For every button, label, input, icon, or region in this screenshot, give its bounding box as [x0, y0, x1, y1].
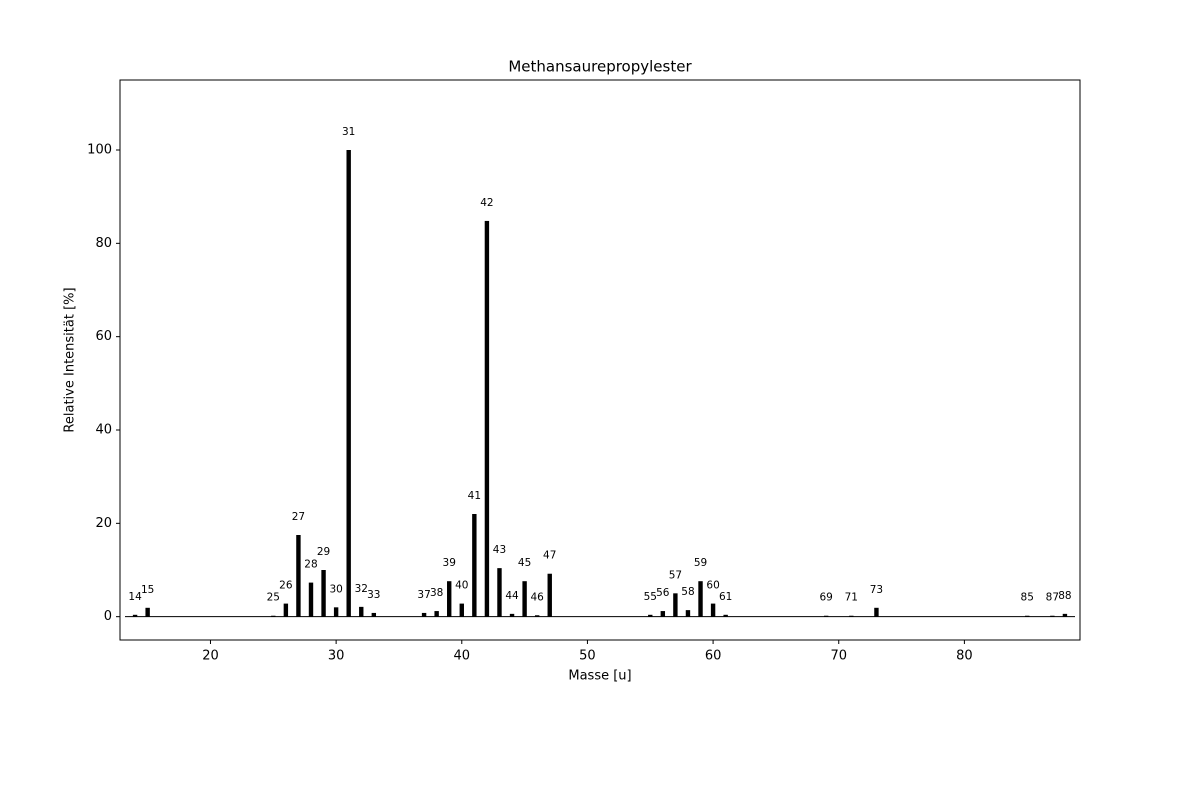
bar: [874, 607, 879, 617]
bar: [145, 607, 150, 617]
bar-label: 85: [1021, 592, 1034, 604]
bar-label: 88: [1058, 590, 1071, 602]
bar-label: 38: [430, 587, 443, 599]
bar: [459, 603, 464, 617]
x-tick-label: 30: [328, 649, 345, 664]
bar-label: 59: [694, 557, 707, 569]
y-axis-label: Relative Intensität [%]: [63, 287, 78, 432]
y-tick-label: 0: [104, 609, 112, 624]
bar-label: 55: [644, 591, 657, 603]
bar-label: 26: [279, 580, 293, 592]
bar: [710, 603, 716, 617]
bar-label: 40: [455, 580, 468, 592]
bar: [497, 568, 502, 617]
bar-label: 32: [355, 583, 368, 595]
bar: [484, 220, 490, 617]
x-axis-label: Masse [u]: [568, 669, 631, 684]
bar: [283, 603, 289, 617]
bar-label: 33: [367, 589, 380, 601]
bar: [421, 612, 427, 617]
bar: [849, 615, 854, 617]
bar: [296, 535, 301, 617]
bar: [333, 607, 339, 617]
bar: [509, 613, 515, 617]
bar-label: 45: [518, 557, 531, 569]
bar: [447, 581, 452, 617]
y-tick-label: 100: [87, 143, 112, 158]
bar-label: 27: [292, 511, 305, 523]
bar: [321, 570, 326, 617]
bar-label: 43: [493, 544, 506, 556]
bar-label: 61: [719, 591, 732, 603]
bar-label: 47: [543, 550, 556, 562]
bar: [371, 612, 377, 617]
x-tick-label: 60: [705, 649, 722, 664]
bar: [534, 615, 540, 617]
bar: [1025, 615, 1030, 617]
bar-label: 28: [304, 559, 317, 571]
bar-label: 37: [417, 589, 430, 601]
chart-title: Methansaurepropylester: [508, 58, 692, 76]
bar-label: 39: [443, 557, 456, 569]
y-tick-label: 80: [95, 236, 112, 251]
plot-frame: [119, 79, 1081, 641]
bar: [673, 593, 678, 617]
bar: [1050, 615, 1055, 617]
x-tick-label: 50: [579, 649, 596, 664]
bar-label: 71: [845, 592, 858, 604]
bar-label: 41: [468, 490, 481, 502]
bar-label: 69: [819, 592, 832, 604]
bar-label: 30: [329, 583, 342, 595]
bar-label: 29: [317, 546, 330, 558]
bar: [472, 514, 477, 617]
bar-label: 14: [128, 591, 142, 603]
y-tick-label: 40: [95, 423, 112, 438]
bar: [434, 611, 439, 617]
bar: [648, 614, 653, 617]
bar: [660, 611, 666, 617]
y-tick-label: 20: [95, 516, 112, 531]
x-tick-label: 80: [956, 649, 973, 664]
bar: [271, 615, 276, 617]
bar-label: 60: [706, 580, 719, 592]
bar: [685, 610, 691, 617]
bar: [132, 614, 138, 617]
bar-label: 73: [870, 584, 883, 596]
bar-label: 42: [480, 197, 493, 209]
x-tick-label: 70: [830, 649, 847, 664]
x-tick-label: 40: [454, 649, 471, 664]
bar-label: 31: [342, 126, 355, 138]
bar-label: 56: [656, 587, 670, 599]
bar: [823, 615, 829, 617]
bar: [359, 606, 364, 617]
bar-label: 57: [669, 569, 682, 581]
bar: [1062, 613, 1068, 617]
bar: [522, 581, 527, 617]
bar-label: 46: [530, 591, 544, 603]
bar: [547, 573, 552, 617]
bar: [308, 582, 314, 617]
y-tick-label: 60: [95, 329, 112, 344]
bar-label: 44: [505, 590, 519, 602]
bar-label: 15: [141, 584, 154, 596]
bar-label: 25: [267, 592, 280, 604]
x-tick-label: 20: [202, 649, 219, 664]
bar: [723, 614, 728, 617]
bar: [346, 150, 351, 617]
bar-label: 87: [1046, 592, 1059, 604]
bar: [698, 581, 703, 617]
bar-label: 58: [681, 586, 694, 598]
